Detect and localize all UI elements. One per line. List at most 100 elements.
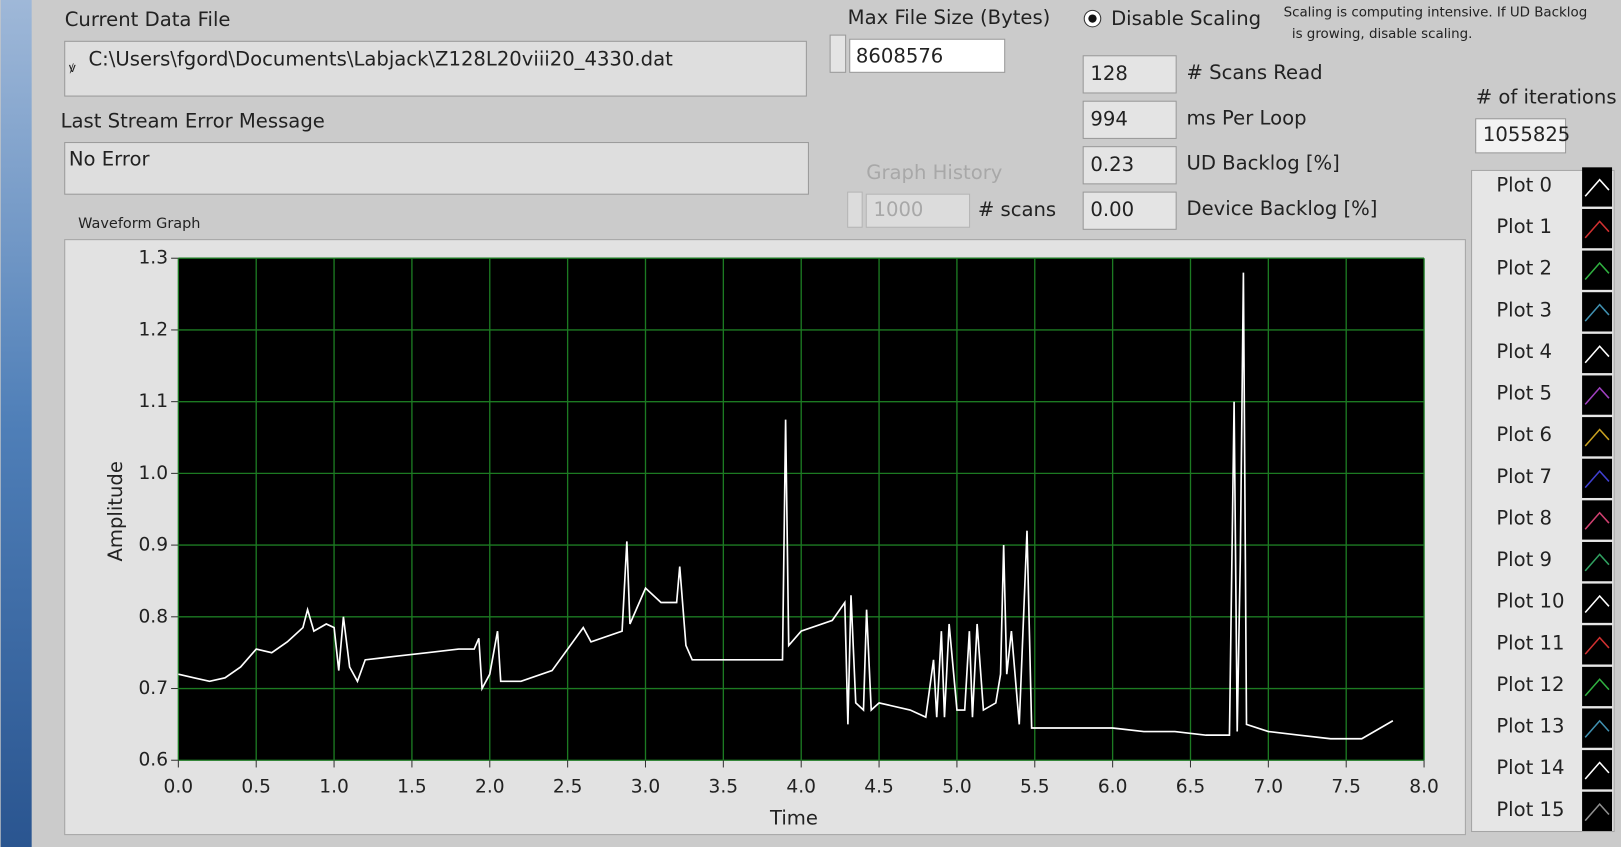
indicator-value: 994: [1090, 107, 1127, 130]
x-tick-label: 4.0: [786, 777, 816, 798]
y-tick-label: 1.3: [138, 248, 168, 269]
legend-swatch: [1584, 428, 1610, 447]
y-tick-label: 0.6: [138, 750, 168, 771]
x-tick-label: 5.0: [942, 777, 972, 798]
x-tick-label: 8.0: [1409, 777, 1439, 798]
indicator-box: [1082, 55, 1177, 94]
unit-label: # scans: [978, 198, 1056, 221]
y-tick-label: 0.8: [138, 606, 168, 627]
legend-label: Plot 13: [1496, 715, 1564, 738]
indicator-value: 128: [1090, 62, 1127, 85]
legend-swatch: [1584, 303, 1610, 322]
x-tick-label: 0.0: [164, 777, 194, 798]
legend-swatch-box: [1582, 708, 1613, 748]
input-value: 8608576: [856, 44, 943, 67]
indicator-label: UD Backlog [%]: [1186, 152, 1339, 175]
legend-label: Plot 7: [1496, 465, 1552, 488]
spinner[interactable]: [847, 191, 863, 228]
legend-swatch-box: [1582, 583, 1613, 623]
indicator-value: 0.00: [1090, 198, 1134, 221]
legend-swatch-box: [1582, 458, 1613, 498]
legend-label: Plot 8: [1496, 506, 1552, 529]
y-tick-label: 0.9: [138, 535, 168, 556]
legend-swatch-box: [1582, 250, 1613, 290]
series-line: [178, 272, 1394, 740]
legend-label: Plot 3: [1496, 298, 1552, 321]
indicator-box: [1082, 146, 1177, 185]
indicator-box: [1082, 191, 1177, 230]
legend-swatch: [1584, 511, 1610, 530]
legend-swatch: [1584, 553, 1610, 572]
x-tick-label: 6.0: [1098, 777, 1128, 798]
path-value: C:\Users\fgord\Documents\Labjack\Z128L20…: [88, 47, 673, 70]
legend-swatch-box: [1582, 625, 1613, 665]
note: Scaling is computing intensive. If UD Ba…: [1284, 5, 1588, 20]
legend-swatch-box: [1582, 500, 1613, 540]
radio-dot: [1088, 14, 1097, 23]
legend-swatch-box: [1582, 750, 1613, 790]
x-tick-label: 3.5: [709, 777, 739, 798]
path-box[interactable]: [64, 40, 807, 97]
label: Last Stream Error Message: [61, 109, 325, 132]
legend-label: Plot 6: [1496, 423, 1552, 446]
indicator-label: Device Backlog [%]: [1186, 197, 1377, 220]
legend-label: Plot 2: [1496, 257, 1552, 280]
y-axis-label: Amplitude: [104, 461, 127, 562]
indicator-box: [1475, 118, 1567, 154]
input-value: 1000: [874, 198, 924, 221]
label: Current Data File: [65, 8, 231, 31]
legend-label: Plot 11: [1496, 631, 1564, 654]
legend-swatch-box: [1582, 292, 1613, 332]
legend-label: Plot 4: [1496, 340, 1552, 363]
legend-swatch: [1584, 386, 1610, 405]
indicator-box: [1082, 100, 1177, 139]
legend-swatch-box: [1582, 375, 1613, 415]
x-tick-label: 1.0: [319, 777, 349, 798]
legend-swatch: [1584, 178, 1610, 197]
checkbox-label: Disable Scaling: [1111, 7, 1261, 30]
legend-swatch-box: [1582, 208, 1613, 249]
legend-label: Plot 1: [1496, 215, 1552, 238]
legend-swatch: [1584, 594, 1610, 614]
input-box[interactable]: [849, 38, 1006, 73]
legend-swatch: [1584, 636, 1610, 655]
y-tick-label: 1.1: [138, 391, 168, 412]
indicator-label: ms Per Loop: [1186, 106, 1306, 129]
legend-swatch-box: [1582, 791, 1613, 831]
x-tick-label: 2.5: [553, 777, 583, 798]
label: Graph History: [866, 161, 1003, 184]
x-tick-label: 6.5: [1176, 777, 1206, 798]
legend-swatch: [1584, 719, 1610, 738]
legend-swatch: [1584, 261, 1610, 281]
legend-swatch-box: [1582, 333, 1613, 374]
x-tick-label: 0.5: [241, 777, 271, 798]
spinner[interactable]: [829, 34, 847, 73]
legend-label: Plot 12: [1496, 673, 1564, 696]
note: is growing, disable scaling.: [1292, 27, 1473, 42]
error-value: No Error: [69, 148, 151, 171]
indicator-label: # Scans Read: [1186, 61, 1322, 84]
legend-label: Plot 9: [1496, 548, 1552, 571]
y-tick-label: 1.2: [138, 319, 168, 340]
x-tick-label: 7.5: [1331, 777, 1361, 798]
x-tick-label: 5.5: [1020, 777, 1050, 798]
legend-swatch: [1584, 678, 1610, 697]
x-axis-label: Time: [769, 807, 818, 830]
x-tick-label: 3.0: [631, 777, 661, 798]
legend-label: Plot 15: [1496, 798, 1564, 821]
legend-swatch: [1584, 220, 1610, 239]
x-tick-label: 2.0: [475, 777, 505, 798]
legend-swatch-box: [1582, 417, 1613, 457]
y-tick-label: 1.0: [138, 463, 168, 484]
legend-label: Plot 14: [1496, 756, 1564, 779]
legend-label: Plot 0: [1496, 173, 1552, 196]
x-tick-label: 4.5: [864, 777, 894, 798]
label: # of iterations: [1476, 86, 1617, 109]
indicator-value: 1055825: [1483, 123, 1570, 146]
legend-label: Plot 10: [1496, 590, 1564, 613]
legend-swatch: [1584, 802, 1610, 822]
input-box[interactable]: [865, 193, 971, 228]
legend-label: Plot 5: [1496, 382, 1552, 405]
graph-label: Waveform Graph: [78, 216, 200, 232]
